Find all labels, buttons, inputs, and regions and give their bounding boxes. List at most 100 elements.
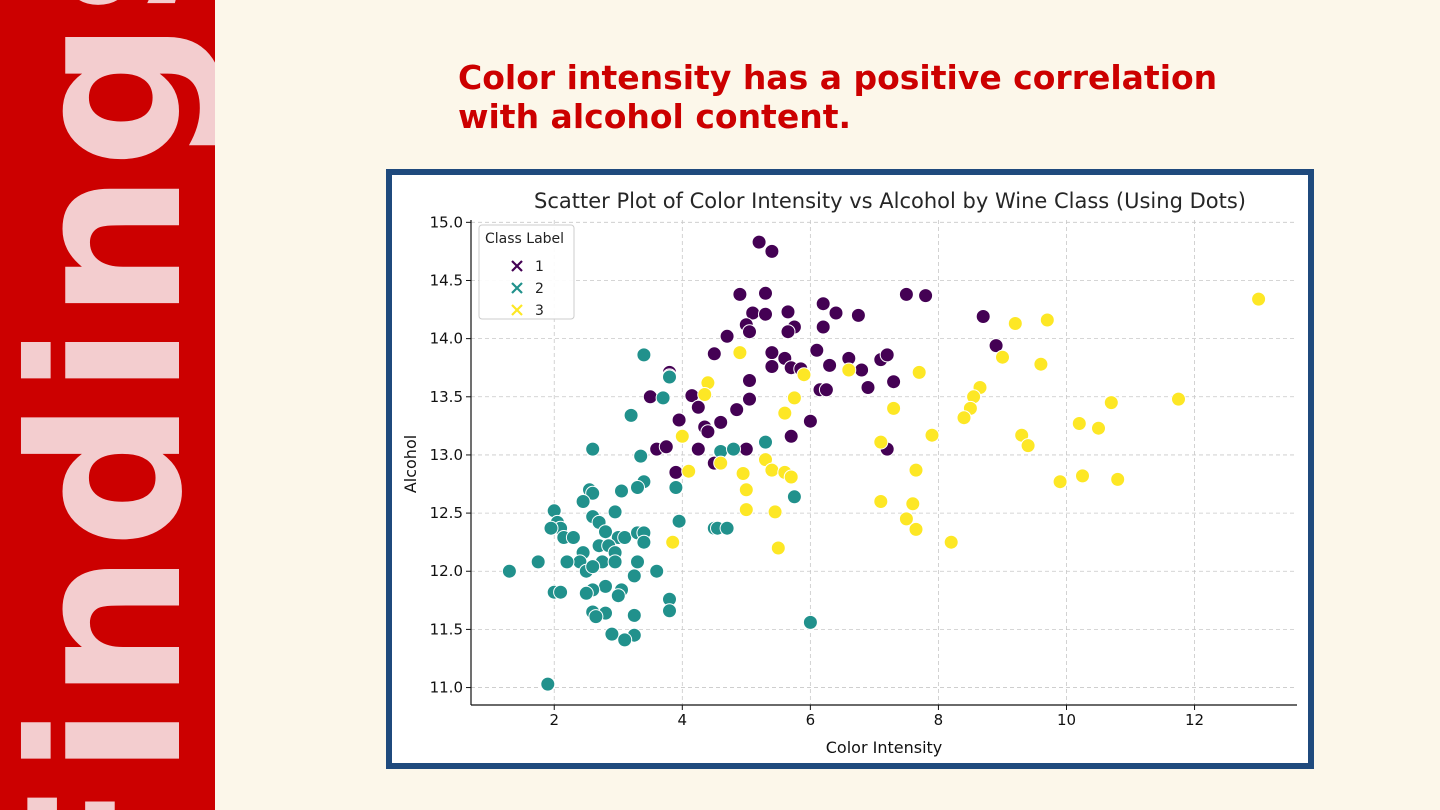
y-axis-label: Alcohol <box>401 435 420 493</box>
data-point-class-2 <box>617 632 633 648</box>
data-point-class-3 <box>786 390 802 406</box>
data-point-class-1 <box>815 319 831 335</box>
data-point-class-3 <box>732 345 748 361</box>
data-point-class-3 <box>911 364 927 380</box>
data-point-class-1 <box>780 324 796 340</box>
data-point-class-1 <box>988 338 1004 354</box>
headline-line-1: Color intensity has a positive correlati… <box>458 58 1218 97</box>
data-point-class-3 <box>697 387 713 402</box>
data-point-class-1 <box>886 374 902 390</box>
data-point-class-3 <box>1103 395 1119 411</box>
x-tick-label: 2 <box>549 711 559 729</box>
x-tick-label: 6 <box>806 711 816 729</box>
legend-title: Class Label <box>485 231 564 247</box>
y-tick-label: 14.5 <box>430 271 463 289</box>
x-tick-label: 8 <box>934 711 944 729</box>
data-point-class-1 <box>809 342 825 358</box>
y-tick-label: 12.5 <box>430 504 463 522</box>
data-point-class-3 <box>873 434 889 450</box>
data-point-class-1 <box>783 428 799 444</box>
data-point-class-3 <box>1251 291 1267 307</box>
data-point-class-3 <box>924 427 940 443</box>
data-point-class-2 <box>540 676 556 692</box>
data-point-class-1 <box>764 243 780 259</box>
data-point-class-3 <box>898 511 914 527</box>
data-point-class-2 <box>623 407 639 423</box>
data-point-class-2 <box>626 568 642 584</box>
data-point-class-2 <box>655 390 671 406</box>
data-point-class-1 <box>742 373 757 388</box>
data-point-class-2 <box>662 369 677 385</box>
data-point-class-1 <box>719 328 735 344</box>
data-point-class-3 <box>873 494 889 509</box>
y-tick-label: 13.5 <box>430 388 463 406</box>
x-tick-label: 12 <box>1185 711 1204 729</box>
data-point-class-1 <box>764 345 780 361</box>
data-point-class-2 <box>559 554 575 570</box>
data-point-class-3 <box>1110 471 1126 487</box>
data-point-class-3 <box>738 482 754 498</box>
data-point-class-1 <box>802 413 818 429</box>
y-tick-label: 15.0 <box>430 213 463 231</box>
data-point-class-3 <box>738 502 754 518</box>
data-point-class-3 <box>783 469 799 485</box>
data-point-class-2 <box>662 603 677 619</box>
data-point-class-1 <box>822 357 838 373</box>
data-points <box>501 234 1267 692</box>
data-point-class-1 <box>815 296 831 312</box>
legend-marker-class-2 <box>511 282 523 294</box>
data-point-class-1 <box>764 359 780 374</box>
data-point-class-2 <box>575 494 591 509</box>
headline: Color intensity has a positive correlati… <box>458 58 1218 136</box>
data-point-class-1 <box>918 288 934 304</box>
data-point-class-2 <box>636 534 652 550</box>
data-point-class-2 <box>671 513 687 529</box>
data-point-class-2 <box>585 559 601 575</box>
scatter-chart: Scatter Plot of Color Intensity vs Alcoh… <box>401 189 1297 757</box>
data-point-class-1 <box>854 362 870 378</box>
data-point-class-1 <box>658 439 674 455</box>
data-point-class-1 <box>732 286 748 302</box>
data-point-class-1 <box>879 347 895 363</box>
data-point-class-2 <box>588 609 604 625</box>
data-point-class-1 <box>671 412 687 428</box>
data-point-class-1 <box>898 286 914 302</box>
data-point-class-1 <box>818 382 834 398</box>
data-point-class-3 <box>735 466 751 481</box>
data-point-class-1 <box>738 441 754 457</box>
chart-title: Scatter Plot of Color Intensity vs Alcoh… <box>534 189 1246 213</box>
data-point-class-1 <box>758 285 773 301</box>
data-point-class-3 <box>1171 391 1186 407</box>
data-point-class-1 <box>713 414 729 430</box>
y-tick-label: 13.0 <box>430 446 463 464</box>
data-point-class-3 <box>764 462 780 478</box>
data-point-class-1 <box>700 424 716 440</box>
data-point-class-2 <box>649 563 665 579</box>
data-point-class-1 <box>850 307 866 323</box>
y-tick-label: 11.5 <box>430 620 463 638</box>
x-tick-label: 4 <box>678 711 688 729</box>
data-point-class-2 <box>668 480 684 495</box>
data-point-class-3 <box>841 362 857 378</box>
data-point-class-2 <box>610 588 626 604</box>
data-point-class-3 <box>943 534 959 550</box>
data-point-class-2 <box>617 530 633 545</box>
data-point-class-2 <box>501 563 517 579</box>
data-point-class-2 <box>626 607 642 623</box>
data-point-class-1 <box>668 464 684 480</box>
data-point-class-3 <box>956 410 972 426</box>
data-point-class-2 <box>578 585 594 601</box>
data-point-class-3 <box>905 496 921 512</box>
data-point-class-2 <box>614 483 629 499</box>
data-point-class-2 <box>530 554 546 570</box>
data-point-class-1 <box>975 309 991 324</box>
data-point-class-1 <box>690 399 706 415</box>
data-point-class-2 <box>633 448 649 464</box>
data-point-class-3 <box>713 455 729 471</box>
data-point-class-2 <box>598 524 613 540</box>
sidebar-band: Findings <box>0 0 215 810</box>
axes: 2 4 6 8 10 1211.011.512.012.513.013.514.014.5… <box>430 213 1297 729</box>
data-point-class-2 <box>630 480 645 495</box>
legend-label-class-2: 2 <box>535 281 544 297</box>
data-point-class-1 <box>758 306 773 322</box>
